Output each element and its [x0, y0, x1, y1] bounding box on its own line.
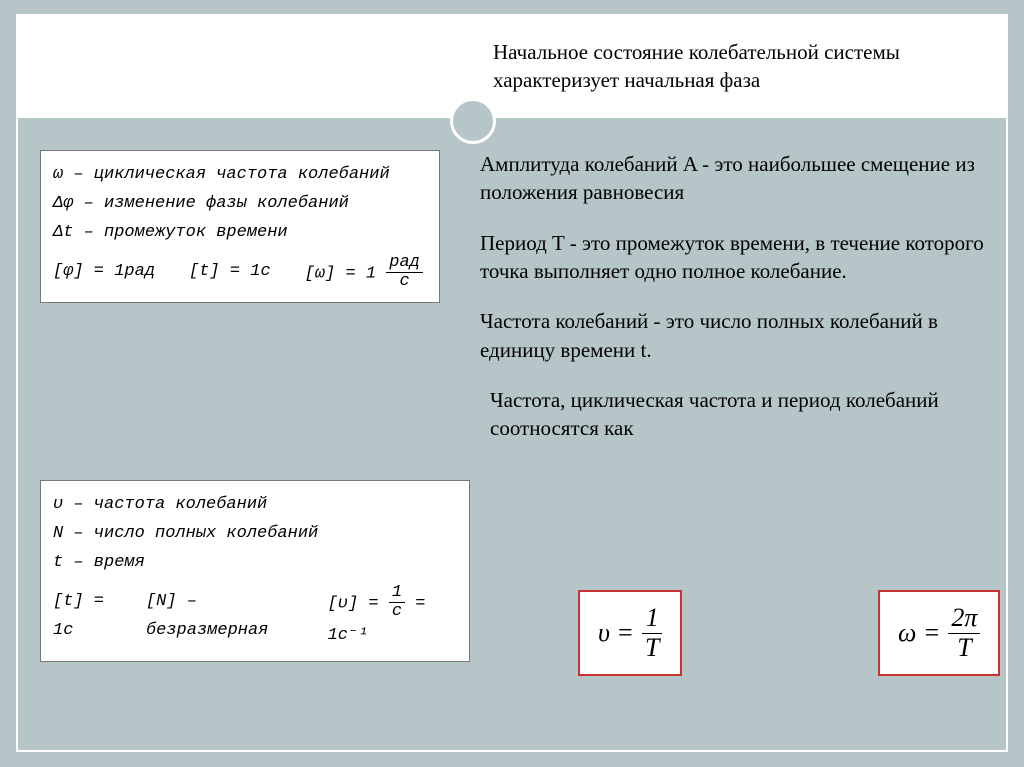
line-t: t – время — [53, 549, 457, 578]
units-row-1: [φ] = 1рад [t] = 1c [ω] = 1 рад c — [53, 254, 427, 292]
line-delta-t: Δt – промежуток времени — [53, 219, 427, 248]
right-column: Амплитуда колебаний A - это наибольшее с… — [480, 150, 990, 465]
relation-intro: Частота, циклическая частота и период ко… — [490, 386, 990, 443]
definitions-box-2: υ – частота колебаний N – число полных к… — [40, 480, 470, 662]
definition-period: Период T - это промежуток времени, в теч… — [480, 229, 990, 286]
formula1-fraction: 1 T — [642, 604, 662, 662]
line-n: N – число полных колебаний — [53, 520, 457, 549]
definitions-box-1: ω – циклическая частота колебаний Δφ – и… — [40, 150, 440, 303]
header-text: Начальное состояние колебательной систем… — [493, 38, 973, 95]
formula-omega-equals-2pi-over-t: ω = 2π T — [878, 590, 1000, 676]
unit-t: [t] = 1c — [189, 258, 271, 287]
formula2-lhs: ω = — [898, 618, 940, 648]
unit-phi: [φ] = 1рад — [53, 258, 155, 287]
ring-ornament — [450, 98, 496, 144]
fraction-1-over-c: 1 c — [389, 584, 405, 622]
line-nu: υ – частота колебаний — [53, 491, 457, 520]
formula1-lhs: υ = — [598, 618, 634, 648]
unit-t2: [t] = 1c — [53, 588, 124, 646]
fraction-rad-over-c: рад c — [386, 254, 423, 292]
definition-amplitude: Амплитуда колебаний A - это наибольшее с… — [480, 150, 990, 207]
line-delta-phi: Δφ – изменение фазы колебаний — [53, 190, 427, 219]
line-omega: ω – циклическая частота колебаний — [53, 161, 427, 190]
slide-frame: Начальное состояние колебательной систем… — [16, 14, 1008, 752]
unit-n: [N] – безразмерная — [146, 588, 306, 646]
definition-frequency: Частота колебаний - это число полных кол… — [480, 307, 990, 364]
unit-omega: [ω] = 1 рад c — [305, 254, 423, 292]
unit-nu: [υ] = 1 c = 1c⁻¹ — [328, 584, 457, 651]
formula-nu-equals-1-over-t: υ = 1 T — [578, 590, 682, 676]
units-row-2: [t] = 1c [N] – безразмерная [υ] = 1 c = … — [53, 584, 457, 651]
formula2-fraction: 2π T — [948, 604, 980, 662]
